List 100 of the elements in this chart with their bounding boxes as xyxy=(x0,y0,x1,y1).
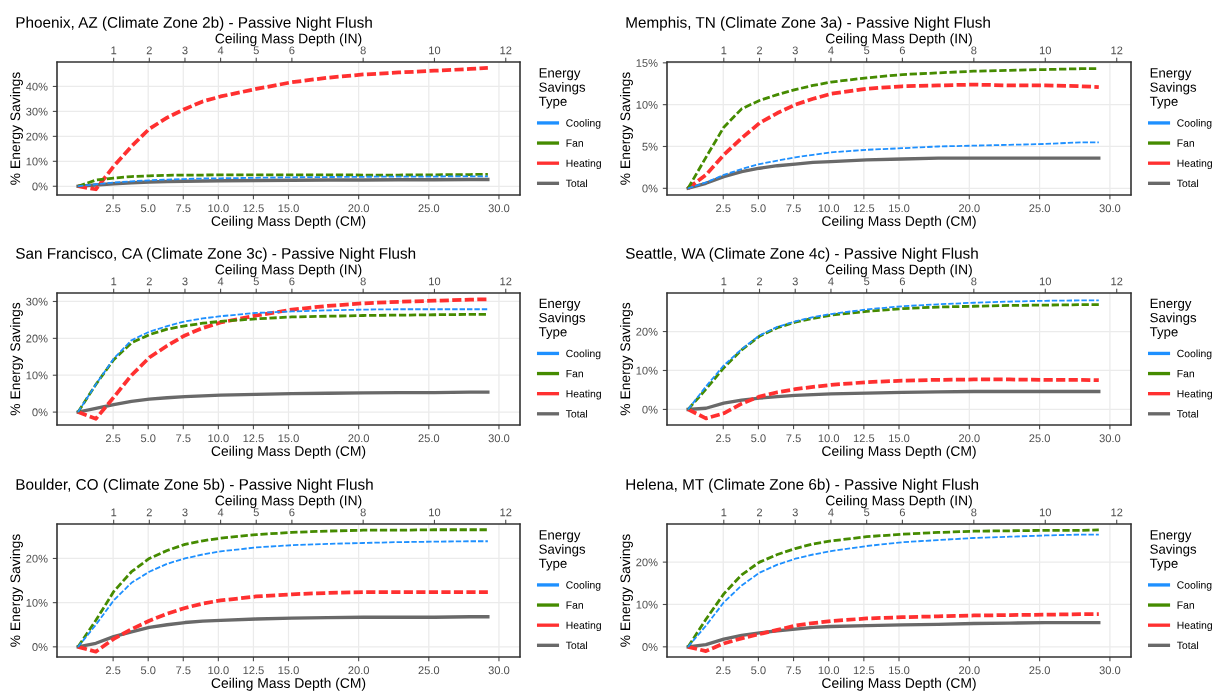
x2-tick-label: 2 xyxy=(146,277,152,286)
x-tick-label: 7.5 xyxy=(786,666,801,675)
x2-tick-label: 10 xyxy=(429,508,441,517)
x-tick-label: 5.0 xyxy=(140,204,156,213)
x2-tick-label: 10 xyxy=(429,46,441,55)
x-tick-label: 10.0 xyxy=(208,434,229,443)
legend-label: Cooling xyxy=(566,119,601,129)
x-tick-label: 5.0 xyxy=(140,666,156,675)
x2-tick-label: 5 xyxy=(253,508,259,517)
x-tick-label: 20.0 xyxy=(348,666,370,675)
y-tick-label: 10% xyxy=(636,100,658,109)
y-tick-label: 5% xyxy=(642,142,658,151)
x2-tick-label: 4 xyxy=(828,508,834,517)
x-tick-label: 2.5 xyxy=(716,666,731,675)
legend-title: Energy Savings Type xyxy=(538,68,586,109)
x2-tick-label: 8 xyxy=(360,46,366,55)
x2-tick-label: 5 xyxy=(864,46,870,55)
legend-label: Total xyxy=(1176,641,1199,650)
x-tick-label: 2.5 xyxy=(105,434,121,443)
y-tick-label: 0% xyxy=(642,643,658,651)
x-tick-label: 10.0 xyxy=(818,434,840,443)
x-tick-label: 25.0 xyxy=(1029,666,1050,675)
y-tick-label: 30% xyxy=(26,107,48,116)
x-tick-label: 5.0 xyxy=(751,204,766,213)
x-tick-label: 15.0 xyxy=(278,666,299,675)
x-tick-label: 12.5 xyxy=(243,666,264,675)
y-axis-title: % Energy Savings xyxy=(620,302,633,416)
x-axis-title: Ceiling Mass Depth (CM) xyxy=(822,445,976,459)
legend-label: Fan xyxy=(566,370,583,378)
y-tick-label: 15% xyxy=(636,59,658,67)
x2-tick-label: 6 xyxy=(899,46,905,55)
x2-tick-label: 4 xyxy=(217,277,224,286)
x2-tick-label: 2 xyxy=(756,508,763,517)
x-tick-label: 25.0 xyxy=(418,204,440,213)
chart-title: Memphis, TN (Climate Zone 3a) - Passive Night Flush xyxy=(626,16,990,31)
x-tick-label: 30.0 xyxy=(488,434,510,443)
y-tick-label: 20% xyxy=(26,554,48,563)
x2-tick-label: 3 xyxy=(792,277,798,286)
legend-label: Heating xyxy=(1177,389,1212,400)
legend-label: Fan xyxy=(566,601,583,609)
legend-label: Heating xyxy=(566,621,601,631)
x2-tick-label: 1 xyxy=(721,46,727,55)
x-tick-label: 30.0 xyxy=(488,204,510,213)
y-axis-title: % Energy Savings xyxy=(10,534,23,647)
x2-axis-title: Ceiling Mass Depth (IN) xyxy=(215,495,362,509)
x-tick-label: 7.5 xyxy=(176,666,191,675)
chart-title: Phoenix, AZ (Climate Zone 2b) - Passive Night Flush xyxy=(16,16,372,31)
x-axis-title: Ceiling Mass Depth (CM) xyxy=(822,677,976,691)
legend-label: Total xyxy=(1176,179,1199,188)
legend-label: Fan xyxy=(1177,370,1195,378)
legend-label: Total xyxy=(565,641,588,650)
y-tick-label: 0% xyxy=(32,408,48,417)
y-tick-label: 10% xyxy=(26,157,48,166)
x2-tick-label: 8 xyxy=(971,277,977,286)
y-tick-label: 10% xyxy=(26,371,48,380)
x2-tick-label: 5 xyxy=(253,46,259,55)
legend-label: Fan xyxy=(1177,139,1195,147)
x2-tick-label: 12 xyxy=(1111,46,1123,55)
x2-tick-label: 1 xyxy=(111,508,117,517)
x2-tick-label: 4 xyxy=(828,277,834,286)
x2-tick-label: 6 xyxy=(899,277,905,286)
y-axis-title: % Energy Savings xyxy=(10,72,23,185)
legend-label: Heating xyxy=(1177,621,1212,631)
x2-tick-label: 12 xyxy=(500,508,512,517)
y-tick-label: 10% xyxy=(636,366,658,375)
x-tick-label: 15.0 xyxy=(889,434,910,443)
line-series xyxy=(686,621,1101,649)
x2-tick-label: 3 xyxy=(182,46,188,55)
x2-tick-label: 12 xyxy=(1111,508,1123,517)
line-series xyxy=(76,590,490,654)
x-tick-label: 30.0 xyxy=(1099,666,1121,675)
x-axis-title: Ceiling Mass Depth (CM) xyxy=(211,677,366,691)
x-tick-label: 25.0 xyxy=(418,434,440,443)
x2-axis-title: Ceiling Mass Depth (IN) xyxy=(215,264,362,278)
y-tick-label: 10% xyxy=(26,598,48,607)
x2-tick-label: 3 xyxy=(792,508,798,517)
legend-label: Total xyxy=(565,179,588,188)
x-tick-label: 10.0 xyxy=(818,204,840,213)
x2-tick-label: 3 xyxy=(182,508,188,517)
x2-tick-label: 8 xyxy=(971,508,977,517)
x-tick-label: 15.0 xyxy=(278,204,299,213)
x-tick-label: 12.5 xyxy=(853,666,875,675)
x2-tick-label: 8 xyxy=(971,46,977,55)
legend-label: Heating xyxy=(1177,159,1212,169)
x-tick-label: 20.0 xyxy=(348,434,370,443)
legend-label: Fan xyxy=(1177,601,1195,609)
legend-label: Cooling xyxy=(1177,349,1212,360)
x-tick-label: 7.5 xyxy=(176,204,191,213)
y-tick-label: 0% xyxy=(32,182,48,191)
chart-title: San Francisco, CA (Climate Zone 3c) - Passive Night Flush xyxy=(16,247,416,262)
y-axis-title: % Energy Savings xyxy=(620,534,633,647)
x2-tick-label: 8 xyxy=(360,277,366,286)
x2-axis-title: Ceiling Mass Depth (IN) xyxy=(826,495,972,509)
x-tick-label: 10.0 xyxy=(208,204,229,213)
line-series xyxy=(686,156,1101,190)
y-tick-label: 0% xyxy=(642,405,658,414)
x-tick-label: 25.0 xyxy=(1029,204,1050,213)
chart-title: Helena, MT (Climate Zone 6b) - Passive Night Flush xyxy=(626,478,979,493)
x-tick-label: 15.0 xyxy=(278,434,299,443)
legend-label: Heating xyxy=(566,159,601,169)
